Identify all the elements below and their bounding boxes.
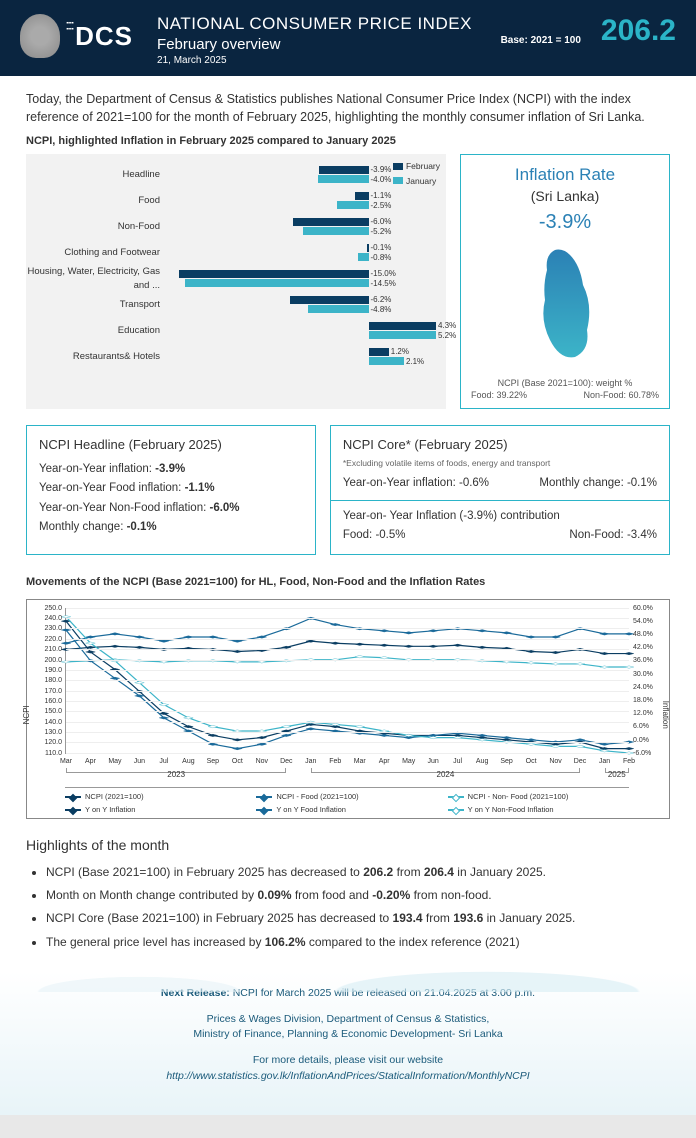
bar-area: 1.2%2.1% [166,346,436,368]
bar-row: Restaurants& Hotels1.2%2.1% [26,346,436,368]
inflation-box: Inflation Rate (Sri Lanka) -3.9% NCPI (B… [460,154,670,408]
highlight-item: NCPI (Base 2021=100) in February 2025 ha… [46,863,670,882]
highlight-item: NCPI Core (Base 2021=100) in February 20… [46,909,670,928]
core-title: NCPI Core* (February 2025) [343,434,657,456]
website-link[interactable]: http://www.statistics.gov.lk/InflationAn… [166,1070,529,1082]
highlight-item: The general price level has increased by… [46,933,670,952]
highlights-list: NCPI (Base 2021=100) in February 2025 ha… [26,863,670,952]
header: ∙∙∙∙∙∙∙∙ DCS NATIONAL CONSUMER PRICE IND… [0,0,696,76]
wave-decoration [0,952,696,992]
bar-chart: February January Headline-3.9%-4.0%Food-… [26,154,446,408]
row-1: February January Headline-3.9%-4.0%Food-… [26,154,670,408]
nonfood-weight: Non-Food: 60.78% [583,390,659,402]
legend-item: NCPI - Non- Food (2021=100) [448,792,629,803]
bar-label: Transport [26,298,166,312]
base-label: Base: 2021 = 100 [501,35,581,46]
plot-area: 110.0120.0130.0140.0150.0160.0170.0180.0… [65,608,629,754]
bar-area: -1.1%-2.5% [166,190,436,212]
bar-label: Non-Food [26,220,166,234]
intro-text: Today, the Department of Census & Statis… [26,90,670,126]
bar-row: Transport-6.2%-4.8% [26,294,436,316]
org2: Ministry of Finance, Planning & Economic… [26,1027,670,1043]
line-chart-title: Movements of the NCPI (Base 2021=100) fo… [26,575,670,591]
bar-area: -6.2%-4.8% [166,294,436,316]
bar-chart-title: NCPI, highlighted Inflation in February … [26,134,670,150]
hp-line2: Year-on-Year Food inflation: -1.1% [39,479,303,499]
food-weight: Food: 39.22% [471,390,527,402]
bar-area: -0.1%-0.8% [166,242,436,264]
line-chart: NCPI Inflation 110.0120.0130.0140.0150.0… [26,599,670,819]
doc-subtitle: February overview [157,36,501,53]
core-sep [331,500,669,501]
core-sep-title: Year-on- Year Inflation (-3.9%) contribu… [343,507,657,527]
core-row1: Year-on-Year inflation: -0.6% Monthly ch… [343,474,657,494]
page: ∙∙∙∙∙∙∙∙ DCS NATIONAL CONSUMER PRICE IND… [0,0,696,1115]
bar-row: Housing, Water, Electricity, Gas and ...… [26,268,436,290]
bar-row: Non-Food-6.0%-5.2% [26,216,436,238]
headline-title: NCPI Headline (February 2025) [39,434,303,456]
bar-row: Headline-3.9%-4.0% [26,164,436,186]
inflation-value: -3.9% [471,208,659,237]
bar-row: Clothing and Footwear-0.1%-0.8% [26,242,436,264]
bar-label: Housing, Water, Electricity, Gas and ... [26,265,166,293]
legend-item: Y on Y Inflation [65,805,246,816]
y-label-right: Inflation [659,701,671,729]
doc-title: NATIONAL CONSUMER PRICE INDEX [157,14,501,34]
bar-label: Education [26,324,166,338]
core-r2: Non-Food: -3.4% [569,526,657,546]
bar-label: Food [26,194,166,208]
org1: Prices & Wages Division, Department of C… [26,1012,670,1028]
core-r1: Monthly change: -0.1% [539,474,657,494]
bar-label: Headline [26,168,166,182]
logo-text: ∙∙∙∙∙∙∙∙ DCS [66,21,133,52]
core-panel: NCPI Core* (February 2025) *Excluding vo… [330,425,670,555]
big-number: 206.2 [601,14,676,48]
content: Today, the Department of Census & Statis… [0,76,696,952]
inflation-title: Inflation Rate [471,163,659,188]
hp-line4: Monthly change: -0.1% [39,518,303,538]
highlights-title: Highlights of the month [26,835,670,855]
bar-area: -15.0%-14.5% [166,268,436,290]
bar-area: -6.0%-5.2% [166,216,436,238]
doc-date: 21, March 2025 [157,55,501,66]
bar-area: -3.9%-4.0% [166,164,436,186]
header-title-block: NATIONAL CONSUMER PRICE INDEX February o… [157,14,501,66]
logo: ∙∙∙∙∙∙∙∙ DCS [20,14,133,58]
crest-icon [20,14,60,58]
y-label-left: NCPI [21,705,33,724]
legend-item: NCPI - Food (2021=100) [256,792,437,803]
bar-row: Education4.3%5.2% [26,320,436,342]
legend-item: Y on Y Food Inflation [256,805,437,816]
footer: Next Release: NCPI for March 2025 will b… [0,972,696,1115]
line-legend: NCPI (2021=100) NCPI - Food (2021=100) NCP… [65,787,629,816]
legend-item: NCPI (2021=100) [65,792,246,803]
two-panels: NCPI Headline (February 2025) Year-on-Ye… [26,425,670,555]
highlight-item: Month on Month change contributed by 0.0… [46,886,670,905]
srilanka-map-icon [525,245,605,365]
core-sub: *Excluding volatile items of foods, ener… [343,456,657,470]
inflation-subtitle: (Sri Lanka) [471,186,659,206]
legend-item: Y on Y Non-Food Inflation [448,805,629,816]
inflation-footer2: Food: 39.22% Non-Food: 60.78% [471,390,659,402]
more-info: For more details, please visit our websi… [26,1053,670,1069]
bar-row: Food-1.1%-2.5% [26,190,436,212]
core-row2: Food: -0.5% Non-Food: -3.4% [343,526,657,546]
inflation-footer1: NCPI (Base 2021=100): weight % [471,378,659,390]
core-l2: Food: -0.5% [343,526,406,546]
bar-label: Restaurants& Hotels [26,350,166,364]
core-l1: Year-on-Year inflation: -0.6% [343,474,489,494]
bar-area: 4.3%5.2% [166,320,436,342]
headline-panel: NCPI Headline (February 2025) Year-on-Ye… [26,425,316,555]
bar-label: Clothing and Footwear [26,246,166,260]
hp-line1: Year-on-Year inflation: -3.9% [39,460,303,480]
hp-line3: Year-on-Year Non-Food inflation: -6.0% [39,499,303,519]
